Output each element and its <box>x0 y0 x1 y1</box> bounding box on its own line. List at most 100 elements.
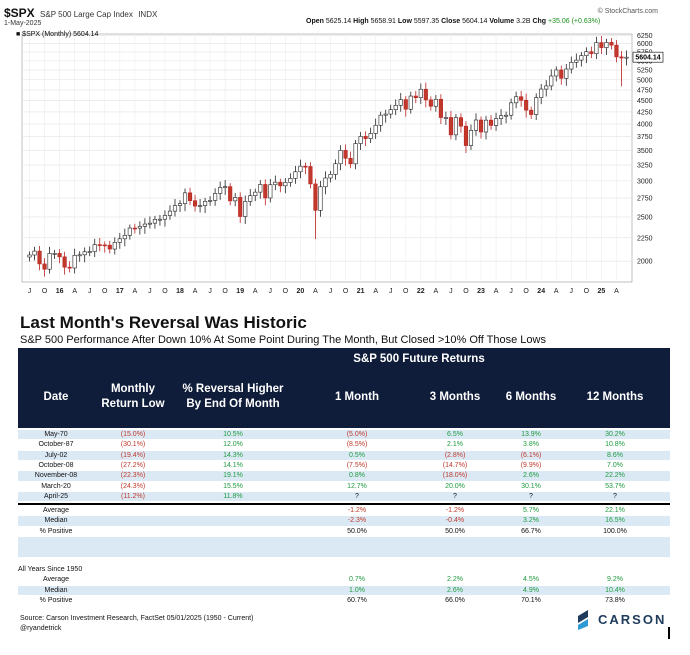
candle-body <box>233 197 238 202</box>
cell-m6: 70.1% <box>521 596 541 604</box>
cell-m3: (18.0%) <box>442 472 468 480</box>
table-row: November-08 (22.3%) 19.1% 0.8% (18.0%) 2.6% 22… <box>18 471 670 481</box>
candle-body <box>87 251 92 253</box>
author-handle: @ryandetrick <box>20 625 62 632</box>
carson-logo-icon <box>578 610 588 630</box>
summary-divider <box>18 503 670 505</box>
cell-date: Median <box>44 586 68 594</box>
x-tick-label: A <box>72 288 77 295</box>
x-tick-label: A <box>313 288 318 295</box>
candle-body <box>72 254 77 269</box>
x-tick-label: 19 <box>236 288 244 295</box>
candle-body <box>488 119 494 126</box>
ohlc-readout: Open 5625.14 High 5658.91 Low 5597.35 Cl… <box>306 18 601 25</box>
cell-m1: 50.0% <box>347 527 367 535</box>
candle-body <box>378 114 383 126</box>
candle-body <box>619 56 624 59</box>
candle-body <box>383 113 388 116</box>
col-12-months: 12 Months <box>586 391 644 403</box>
candle-body <box>343 150 348 159</box>
x-tick-label: J <box>329 288 333 295</box>
carson-logo-text: CARSON <box>598 612 667 627</box>
candle-body <box>328 174 333 179</box>
chart-title: $SPX S&P 500 Large Cap Index INDX <box>4 6 157 20</box>
y-tick-label: 4750 <box>637 87 653 94</box>
candle-body <box>574 59 579 63</box>
candle-body <box>363 136 368 139</box>
candle-body <box>27 254 32 258</box>
candle-body <box>423 88 428 101</box>
cell-m12: 22.1% <box>605 507 625 515</box>
cell-m12: 8.6% <box>607 451 623 459</box>
cell-m12: 53.7% <box>605 482 625 490</box>
candle-body <box>198 205 203 207</box>
x-tick-label: J <box>509 288 513 295</box>
candle-body <box>413 95 418 98</box>
cell-m3: 66.0% <box>445 596 465 604</box>
candle-body <box>303 165 308 168</box>
cell-rev: 15.5% <box>223 482 243 490</box>
candle-body <box>433 98 438 107</box>
y-tick-label: 2500 <box>637 214 653 221</box>
candle-body <box>534 97 539 115</box>
candle-body <box>368 133 373 139</box>
x-tick-label: J <box>389 288 393 295</box>
cell-m12: 9.2% <box>607 576 623 584</box>
cell-m12: 16.5% <box>605 517 625 525</box>
candle-body <box>418 88 423 98</box>
candle-body <box>594 42 599 54</box>
candle-body <box>468 130 474 146</box>
cell-m1: ? <box>355 492 359 500</box>
candle-body <box>298 165 303 173</box>
candle-body <box>338 150 343 165</box>
candle-body <box>509 102 514 116</box>
candle-body <box>463 125 469 146</box>
all-years-row: Median 1.0% 2.6% 4.9% 10.4% <box>18 585 670 595</box>
candle-body <box>107 244 112 250</box>
candle-body <box>564 68 569 79</box>
y-tick-label: 6000 <box>637 41 653 48</box>
table-row: May-70 (15.0%) 10.5% (5.0%) 6.5% 13.9% 30.2% <box>18 430 670 440</box>
x-tick-label: O <box>463 288 469 295</box>
chart-legend: ■ $SPX (Monthly) 5604.14 <box>16 31 99 38</box>
candle-body <box>283 182 288 187</box>
cell-m3: 20.0% <box>445 482 465 490</box>
candle-body <box>42 263 47 270</box>
cell-m3: ? <box>453 492 457 500</box>
cell-date: % Positive <box>39 596 73 604</box>
cell-m12: ? <box>613 492 617 500</box>
cell-date: July-02 <box>44 451 68 459</box>
x-tick-label: 18 <box>176 288 184 295</box>
candle-body <box>448 117 453 136</box>
candle-body <box>223 186 228 188</box>
last-price-tag-box <box>632 51 664 63</box>
cell-rev: 14.1% <box>223 461 243 469</box>
candle-body <box>529 109 534 115</box>
future-returns-header: S&P 500 Future Returns <box>353 353 485 365</box>
col-reversal: % Reversal Higher By End Of Month <box>182 383 284 410</box>
candle-body <box>443 117 448 119</box>
candle-body <box>353 143 358 165</box>
candle-body <box>127 227 132 236</box>
cell-low: (22.3%) <box>120 472 146 480</box>
cell-m6: 2.6% <box>523 472 539 480</box>
cell-m3: 50.0% <box>445 527 465 535</box>
candle-body <box>102 244 107 247</box>
x-tick-label: A <box>494 288 499 295</box>
candle-body <box>333 163 338 175</box>
cell-m12: 7.0% <box>607 461 623 469</box>
candle-body <box>253 191 258 196</box>
candle-body <box>559 69 564 79</box>
cell-m6: (6.1%) <box>520 451 542 459</box>
cell-m6: 30.1% <box>521 482 541 490</box>
candle-body <box>609 42 614 46</box>
y-tick-label: 5000 <box>637 77 653 84</box>
y-tick-label: 6250 <box>637 33 653 40</box>
cell-low: (30.1%) <box>120 441 146 449</box>
candle-body <box>37 250 42 265</box>
candle-body <box>32 250 37 256</box>
candle-body <box>599 42 604 48</box>
candle-body <box>248 195 253 202</box>
candle-body <box>579 55 584 61</box>
cell-date: Median <box>44 517 68 525</box>
